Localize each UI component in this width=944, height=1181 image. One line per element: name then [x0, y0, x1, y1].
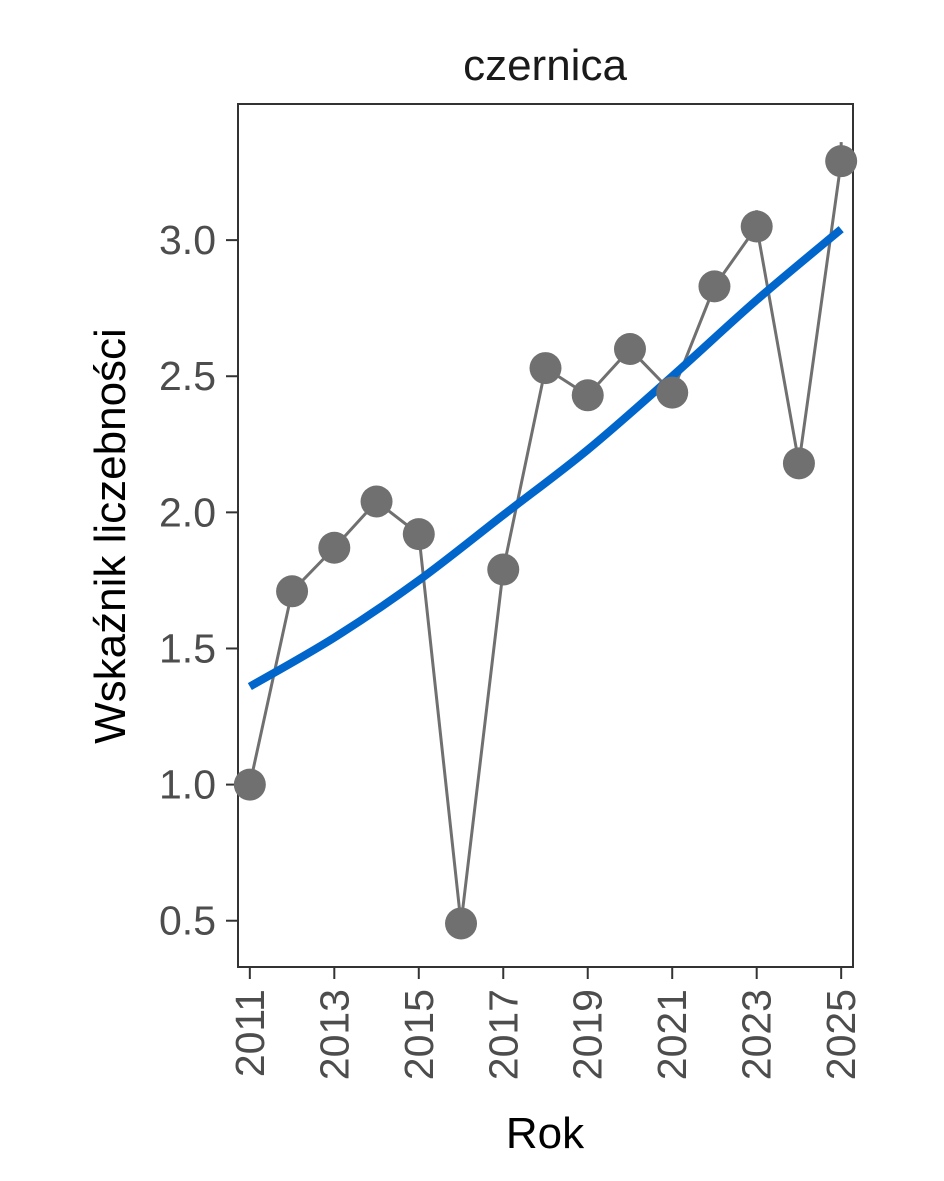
data-layer: [233, 142, 858, 940]
data-point: [698, 270, 731, 303]
x-tick-label: 2021: [649, 989, 695, 1080]
x-axis-title: Rok: [506, 1109, 585, 1158]
y-tick-label: 3.0: [159, 217, 216, 263]
data-point: [825, 145, 858, 178]
data-point: [318, 531, 351, 564]
x-tick-label: 2015: [396, 989, 442, 1080]
data-point: [233, 768, 266, 801]
y-axis: 0.5 1.0 1.5 2.0 2.5 3.0: [159, 217, 238, 944]
x-tick-label: 2019: [565, 989, 611, 1080]
x-tick-label: 2011: [227, 989, 273, 1077]
y-axis-title: Wskaźnik liczebności: [86, 328, 135, 744]
data-point: [740, 210, 773, 243]
x-tick-label: 2017: [480, 989, 526, 1080]
data-point: [571, 379, 604, 412]
x-tick-label: 2013: [311, 989, 357, 1080]
x-axis: 2011 2013 2015 2017 2019 2021 2023 2025: [227, 967, 864, 1080]
data-point: [276, 575, 309, 608]
data-point: [402, 518, 435, 551]
data-point: [445, 907, 478, 940]
data-point: [360, 485, 393, 518]
y-tick-label: 2.5: [159, 353, 216, 399]
x-tick-label: 2025: [818, 989, 864, 1080]
data-point: [613, 333, 646, 366]
trend-line: [247, 226, 844, 691]
y-tick-label: 1.5: [159, 625, 216, 671]
y-tick-label: 2.0: [159, 489, 216, 535]
data-point: [487, 553, 520, 586]
y-tick-label: 1.0: [159, 762, 216, 808]
data-point: [529, 352, 562, 385]
data-point: [656, 376, 689, 409]
y-tick-label: 0.5: [159, 898, 216, 944]
chart-title: czernica: [463, 41, 627, 90]
x-tick-label: 2023: [734, 989, 780, 1080]
data-point: [782, 447, 815, 480]
